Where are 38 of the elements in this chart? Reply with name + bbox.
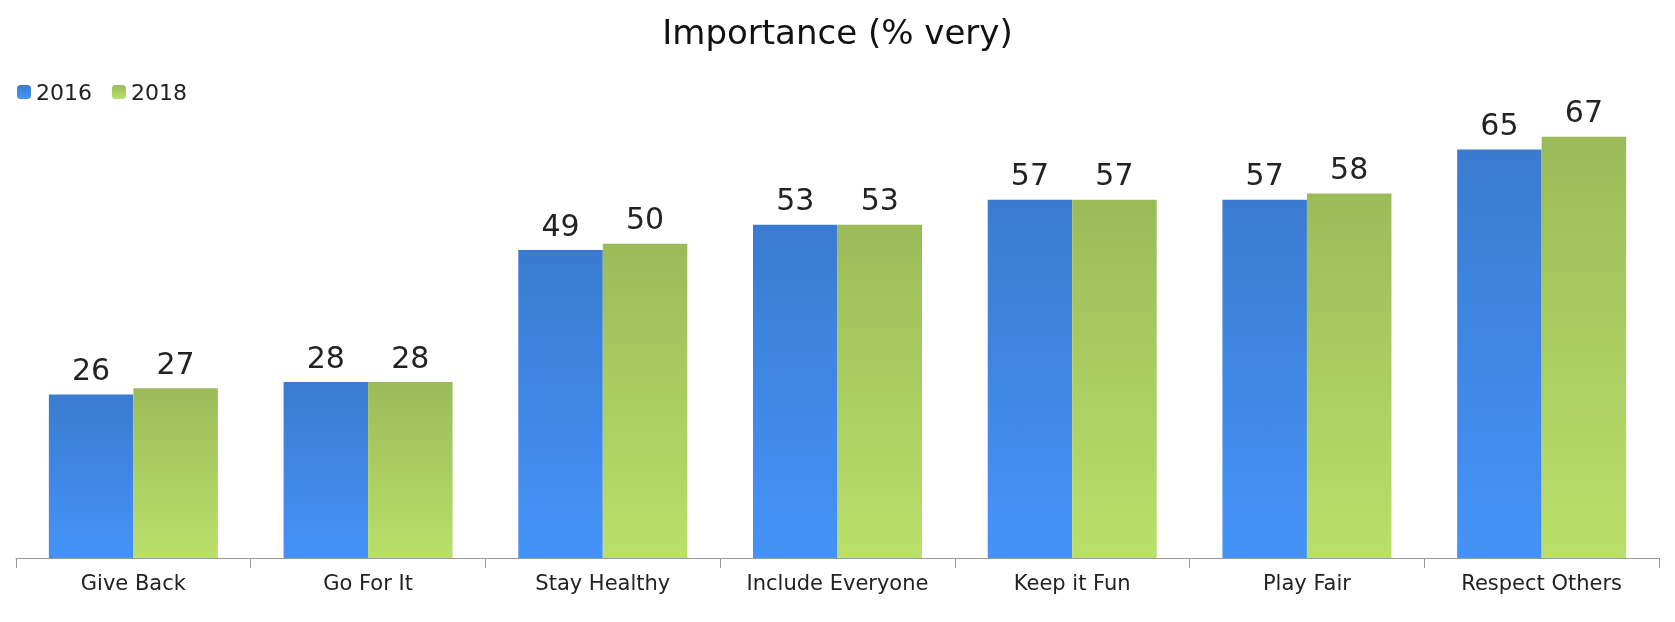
bar [837, 224, 922, 558]
bar [1222, 199, 1307, 558]
bar [283, 382, 369, 558]
bar [133, 388, 218, 558]
data-label: 50 [625, 201, 665, 237]
bar [48, 394, 134, 558]
bar [1072, 199, 1157, 558]
bar [1457, 149, 1542, 558]
x-tick-label: Stay Healthy [535, 570, 671, 595]
x-tick-label: Give Back [80, 570, 187, 595]
legend-label: 2018 [130, 79, 187, 105]
x-tick-label: Include Everyone [746, 570, 929, 595]
data-label: 26 [72, 352, 111, 388]
bar [753, 224, 838, 558]
data-label: 57 [1095, 157, 1134, 193]
data-label: 49 [541, 207, 580, 243]
data-label: 65 [1480, 106, 1519, 142]
data-label: 57 [1010, 157, 1050, 193]
x-tick-label: Go For It [323, 570, 413, 595]
legend-label: 2016 [36, 79, 92, 105]
data-label: 53 [776, 182, 815, 218]
data-label: 67 [1564, 94, 1603, 130]
bar [987, 199, 1073, 558]
data-label: 27 [156, 345, 195, 381]
data-label: 28 [391, 339, 430, 375]
bar [368, 382, 453, 558]
bar [1541, 136, 1627, 558]
data-label: 57 [1245, 157, 1284, 193]
data-label: 28 [306, 339, 345, 375]
x-tick-label: Keep it Fun [1013, 570, 1131, 595]
bar [518, 250, 603, 558]
chart-title: Importance (% very) [662, 12, 1013, 52]
bar [1306, 193, 1392, 558]
bar [602, 243, 688, 558]
x-tick-label: Respect Others [1461, 570, 1623, 595]
data-label: 58 [1330, 150, 1369, 186]
x-tick-label: Play Fair [1262, 570, 1352, 595]
data-label: 53 [860, 182, 899, 218]
